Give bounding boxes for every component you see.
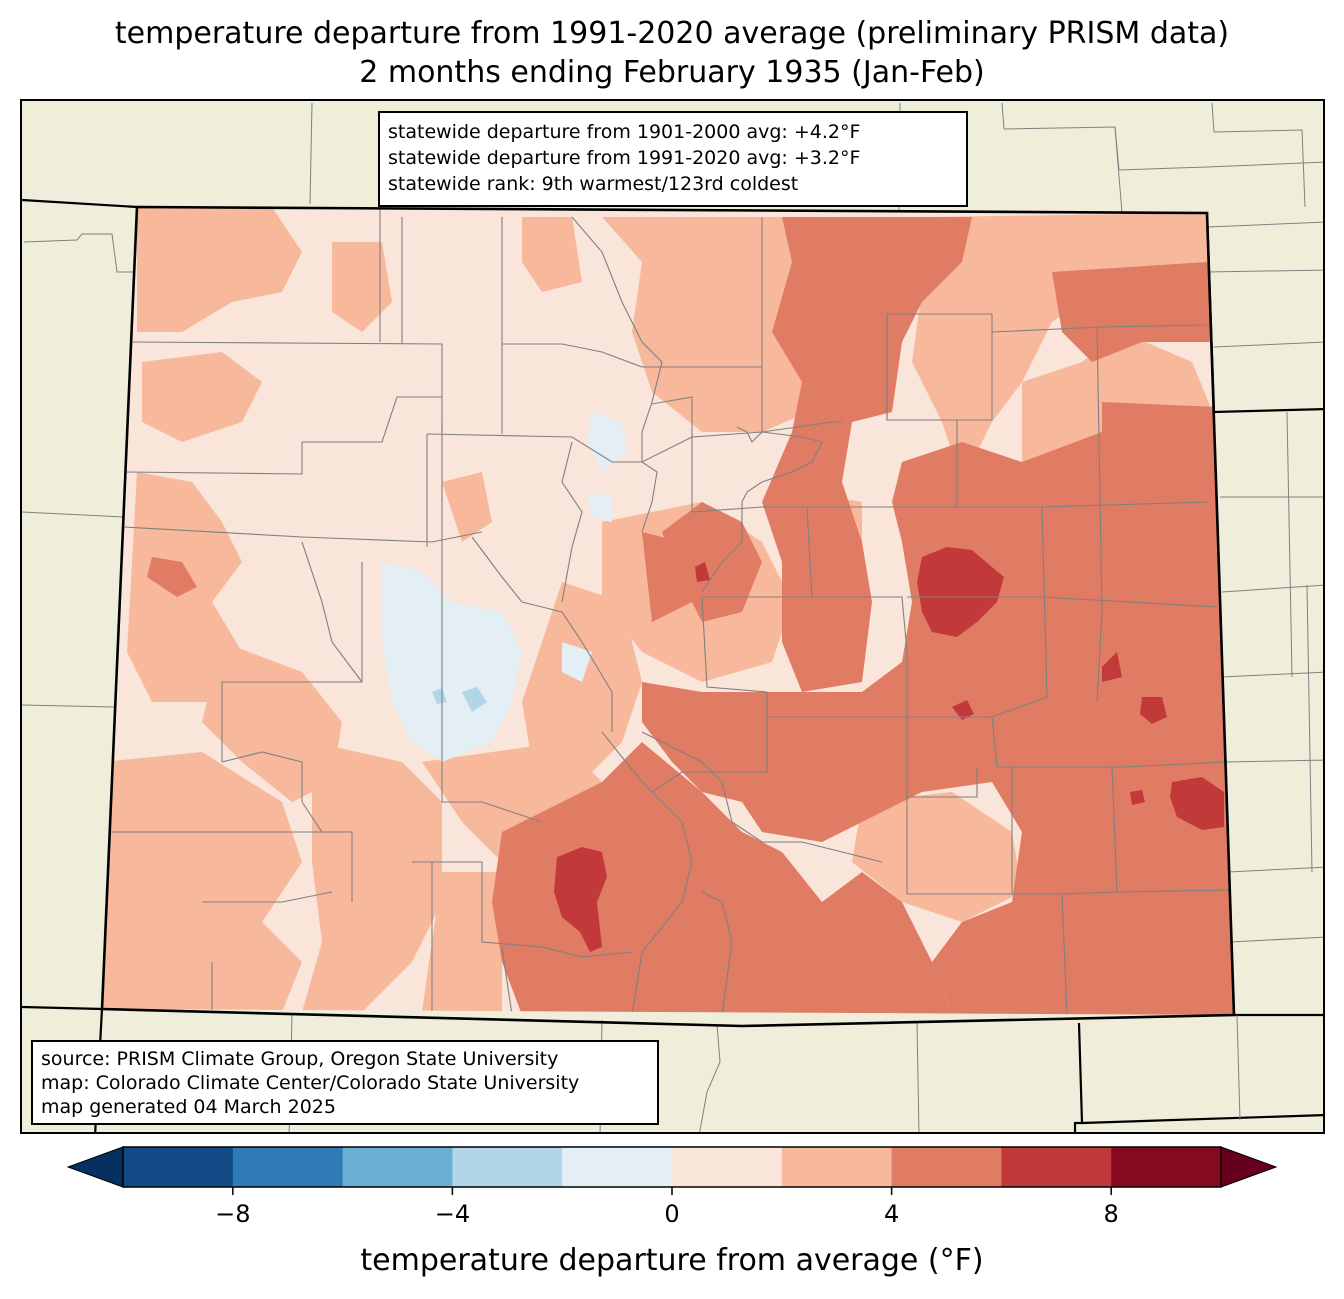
colorbar: −8 −4 0 4 8 (66, 1146, 1278, 1228)
source-line-generated: map generated 04 March 2025 (41, 1096, 336, 1118)
colorbar-segment (672, 1147, 783, 1187)
colorbar-segments (66, 1146, 1278, 1188)
neighbor-county-lines (22, 102, 1323, 1132)
source-line-prism: source: PRISM Climate Group, Oregon Stat… (41, 1048, 559, 1070)
statewide-stats-box: statewide departure from 1901-2000 avg: … (378, 111, 968, 207)
colorbar-segment (123, 1147, 234, 1187)
colorbar-segment (452, 1147, 563, 1187)
colorbar-segment (562, 1147, 673, 1187)
source-line-map: map: Colorado Climate Center/Colorado St… (41, 1072, 580, 1094)
colorbar-tick-label: −8 (215, 1200, 250, 1228)
map-subtitle: 2 months ending February 1935 (Jan-Feb) (359, 55, 985, 90)
colorbar-ticks: −8 −4 0 4 8 (215, 1187, 1119, 1228)
colorbar-tick-label: −4 (435, 1200, 470, 1228)
colorbar-segment (1001, 1147, 1112, 1187)
colorbar-segment (232, 1147, 344, 1187)
colorbar-segment (1111, 1147, 1222, 1187)
colorado-state-boundary (100, 205, 1236, 1028)
stats-rank: statewide rank: 9th warmest/123rd coldes… (388, 173, 799, 195)
temperature-departure-field (102, 207, 1234, 1015)
map-panel (20, 99, 1325, 1134)
colorbar-segment (891, 1147, 1002, 1187)
colorado-temperature-map (22, 102, 1323, 1132)
stats-departure-1901-2000: statewide departure from 1901-2000 avg: … (388, 121, 861, 143)
colorbar-over-arrow (1220, 1146, 1278, 1188)
colorbar-segment (781, 1147, 893, 1187)
stats-departure-1991-2020: statewide departure from 1991-2020 avg: … (388, 147, 861, 169)
colorbar-tick-label: 8 (1104, 1200, 1119, 1228)
source-box: source: PRISM Climate Group, Oregon Stat… (31, 1040, 659, 1125)
colorbar-label: temperature departure from average (°F) (360, 1243, 984, 1278)
colorbar-under-arrow (66, 1146, 124, 1188)
county-lines (107, 207, 1231, 1015)
colorbar-tick-label: 4 (884, 1200, 899, 1228)
colorbar-tick-label: 0 (664, 1200, 679, 1228)
colorbar-segment (342, 1147, 453, 1187)
map-title: temperature departure from 1991-2020 ave… (114, 16, 1230, 51)
